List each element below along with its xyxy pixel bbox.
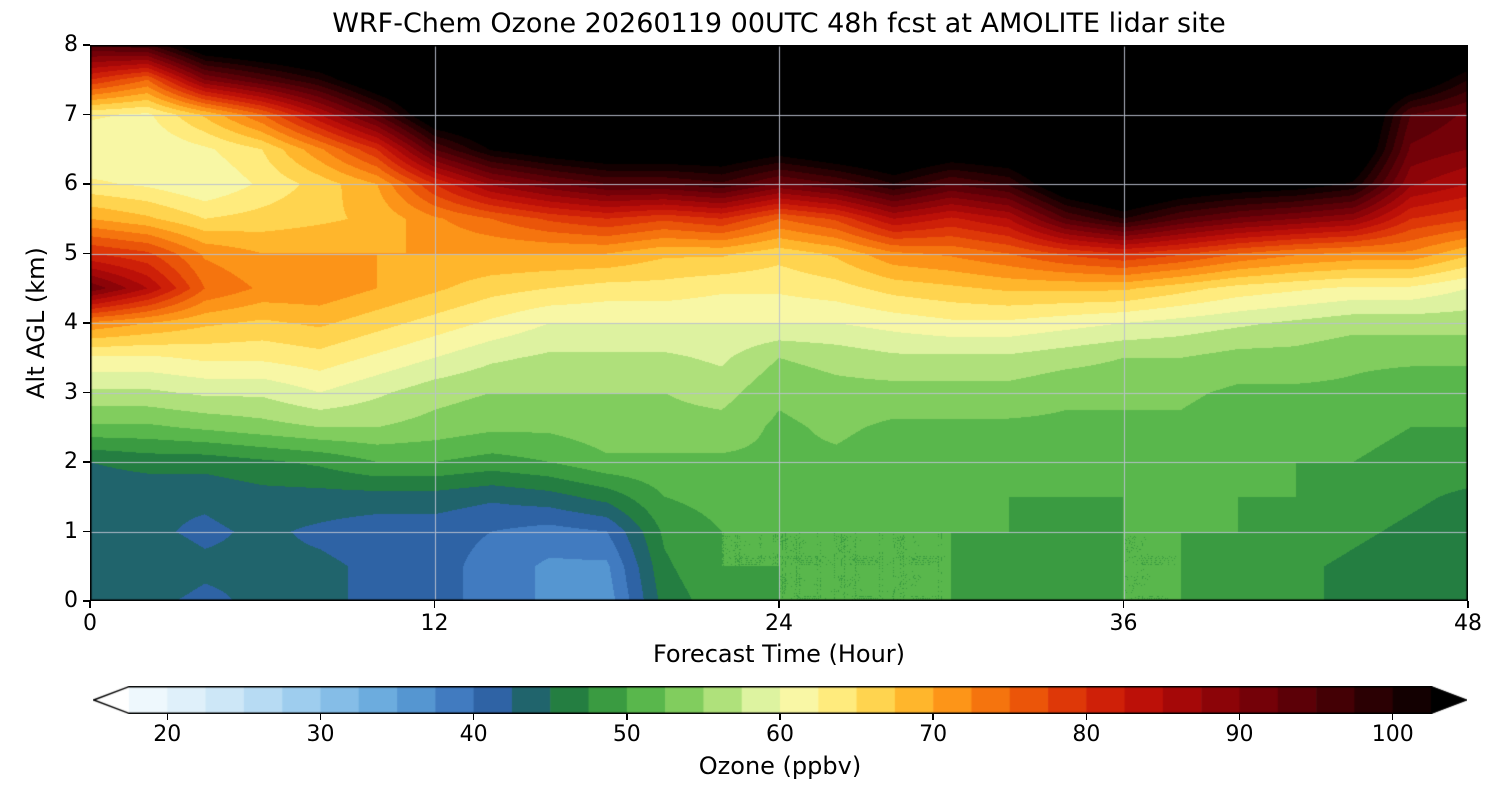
- y-tick-mark: [83, 530, 90, 533]
- colorbar-label: Ozone (ppbv): [698, 752, 862, 780]
- y-tick-mark: [83, 44, 90, 46]
- y-tick-label: 3: [64, 379, 78, 405]
- colorbar-tick-label: 60: [766, 722, 794, 747]
- colorbar: [93, 686, 1467, 714]
- x-tick-label: 12: [420, 611, 449, 636]
- colorbar-tick-label: 70: [919, 722, 948, 747]
- y-tick-label: 2: [64, 449, 78, 474]
- colorbar-tick-label: 20: [153, 722, 182, 747]
- colorbar-tick-label: 40: [459, 722, 488, 747]
- x-tick-mark: [1122, 601, 1125, 608]
- colorbar-tick-mark: [626, 714, 628, 720]
- y-tick-mark: [83, 113, 90, 116]
- y-tick-label: 4: [64, 310, 78, 335]
- heatmap-plot-area: [90, 45, 1468, 601]
- y-tick-mark: [83, 391, 90, 394]
- colorbar-tick-label: 100: [1371, 722, 1414, 747]
- colorbar-tick-label: 50: [612, 722, 641, 747]
- y-tick-mark: [83, 322, 90, 324]
- colorbar-tick-mark: [932, 714, 934, 720]
- colorbar-tick-mark: [1391, 714, 1394, 720]
- x-tick-label: 0: [83, 611, 97, 636]
- y-tick-mark: [83, 183, 90, 185]
- y-tick-mark: [83, 461, 90, 463]
- x-tick-label: 48: [1454, 611, 1482, 636]
- colorbar-tick-mark: [319, 714, 322, 720]
- y-tick-label: 7: [64, 101, 78, 127]
- y-tick-mark: [83, 600, 90, 602]
- x-tick-mark: [433, 601, 436, 608]
- colorbar-tick-label: 90: [1225, 722, 1254, 747]
- x-tick-mark: [1467, 601, 1469, 608]
- x-tick-mark: [89, 601, 91, 608]
- colorbar-tick-label: 80: [1072, 722, 1101, 747]
- x-tick-label: 24: [765, 611, 793, 636]
- y-tick-label: 8: [64, 32, 78, 57]
- colorbar-tick-mark: [779, 714, 781, 720]
- colorbar-tick-mark: [472, 714, 475, 720]
- y-tick-mark: [83, 252, 90, 255]
- y-tick-label: 0: [64, 588, 78, 613]
- colorbar-tick-mark: [1085, 714, 1088, 720]
- colorbar-tick-label: 30: [306, 722, 335, 747]
- y-tick-label: 6: [64, 171, 78, 196]
- x-tick-label: 36: [1109, 611, 1138, 636]
- x-tick-mark: [778, 601, 780, 608]
- colorbar-tick-mark: [166, 714, 169, 720]
- chart-title: WRF-Chem Ozone 20260119 00UTC 48h fcst a…: [332, 8, 1226, 39]
- y-tick-label: 5: [64, 240, 78, 266]
- colorbar-tick-mark: [1238, 714, 1241, 720]
- y-tick-label: 1: [64, 518, 78, 544]
- x-axis-label: Forecast Time (Hour): [652, 640, 906, 668]
